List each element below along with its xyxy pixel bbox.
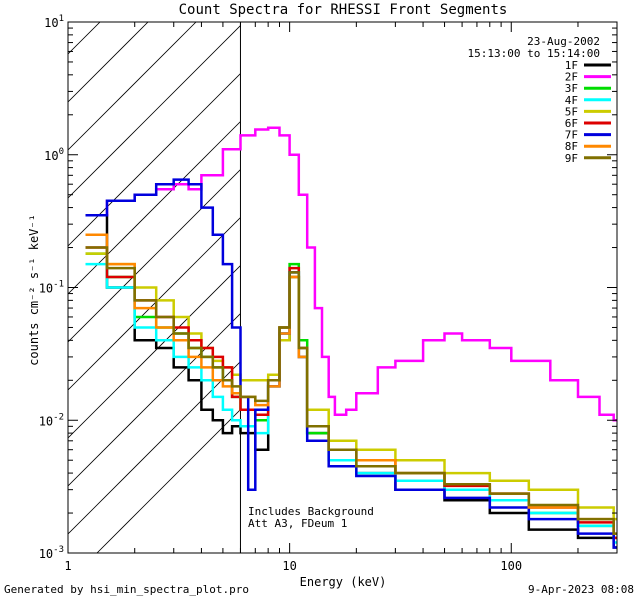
legend-label: 1F [565,59,578,72]
legend-label: 5F [565,105,578,118]
y-tick-label: 100 [44,147,64,163]
hatch-line [96,409,241,553]
timestamp-text: 9-Apr-2023 08:08 [528,583,634,596]
hatch-line [68,25,241,199]
legend-label: 3F [565,82,578,95]
hatch-line [68,73,241,247]
series-line-5f [85,252,617,521]
hatch-line [68,361,241,535]
series-line-4f [85,262,617,544]
legend-time-range: 15:13:00 to 15:14:00 [468,47,600,60]
hatch-line [68,169,241,343]
axis-ticks [67,21,618,554]
legend-label: 7F [565,129,578,142]
attenuator-hatch [68,22,241,553]
legend-label: 4F [565,94,578,107]
x-tick-labels: 1 10 100 [64,559,522,573]
series-line-3f [85,252,617,540]
series-lines [85,126,617,549]
hatch-line [68,265,241,439]
hatch-line [68,22,101,55]
hatch-line [68,217,241,391]
y-tick-labels: 10-3 10-2 10-1 100 101 [39,14,64,561]
legend-label: 9F [565,152,578,165]
series-line-9f [85,246,617,535]
y-tick-label: 101 [44,14,64,30]
annotation-attenuator: Att A3, FDeum 1 [248,517,347,530]
y-tick-label: 10-1 [39,280,64,296]
hatch-line [68,22,197,151]
x-tick-label: 1 [64,559,71,573]
series-line-7f [85,178,617,549]
y-tick-label: 10-3 [39,545,64,561]
y-axis-label: counts cm⁻² s⁻¹ keV⁻¹ [27,214,41,366]
hatch-line [68,22,149,103]
legend-label: 2F [565,71,578,84]
hatch-line [68,121,241,295]
series-line-6f [85,246,617,540]
chart-title: Count Spectra for RHESSI Front Segments [179,2,508,18]
annotation-background: Includes Background [248,505,374,518]
series-line-1f [85,214,617,549]
legend-label: 6F [565,117,578,130]
x-tick-label: 100 [500,559,522,573]
hatch-line [68,313,241,487]
legend-date: 23-Aug-2002 [527,35,600,48]
x-axis-label: Energy (keV) [300,575,387,589]
x-tick-label: 10 [282,559,296,573]
generated-by-text: Generated by hsi_min_spectra_plot.pro [4,583,250,596]
series-line-2f [85,126,617,422]
y-tick-label: 10-2 [39,412,64,428]
legend-label: 8F [565,140,578,153]
